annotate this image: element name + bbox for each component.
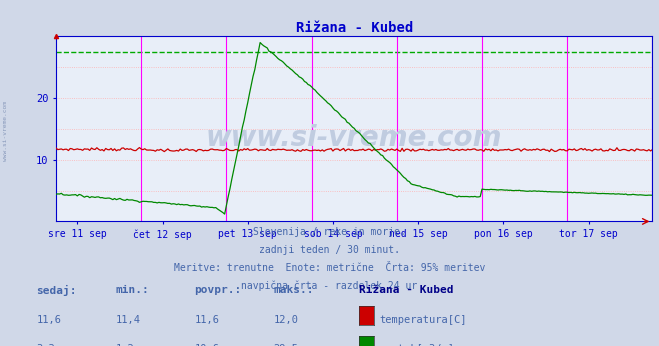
Text: pretok[m3/s]: pretok[m3/s] (379, 344, 454, 346)
Text: 12,0: 12,0 (273, 315, 299, 325)
Text: zadnji teden / 30 minut.: zadnji teden / 30 minut. (259, 245, 400, 255)
Title: Rižana - Kubed: Rižana - Kubed (296, 21, 413, 35)
Text: povpr.:: povpr.: (194, 285, 242, 295)
Text: Rižana - Kubed: Rižana - Kubed (359, 285, 453, 295)
Text: sedaj:: sedaj: (36, 285, 76, 297)
Text: 29,5: 29,5 (273, 344, 299, 346)
Text: 10,6: 10,6 (194, 344, 219, 346)
Text: www.si-vreme.com: www.si-vreme.com (3, 101, 8, 162)
Text: 11,4: 11,4 (115, 315, 140, 325)
Text: navpična črta - razdelek 24 ur: navpična črta - razdelek 24 ur (241, 281, 418, 291)
Text: Meritve: trenutne  Enote: metrične  Črta: 95% meritev: Meritve: trenutne Enote: metrične Črta: … (174, 263, 485, 273)
Text: 11,6: 11,6 (36, 315, 61, 325)
Text: 1,2: 1,2 (115, 344, 134, 346)
Text: 3,3: 3,3 (36, 344, 55, 346)
Text: Slovenija / reke in morje.: Slovenija / reke in morje. (253, 227, 406, 237)
Text: www.si-vreme.com: www.si-vreme.com (206, 124, 502, 152)
Text: min.:: min.: (115, 285, 149, 295)
Text: maks.:: maks.: (273, 285, 314, 295)
Text: temperatura[C]: temperatura[C] (379, 315, 467, 325)
Text: 11,6: 11,6 (194, 315, 219, 325)
